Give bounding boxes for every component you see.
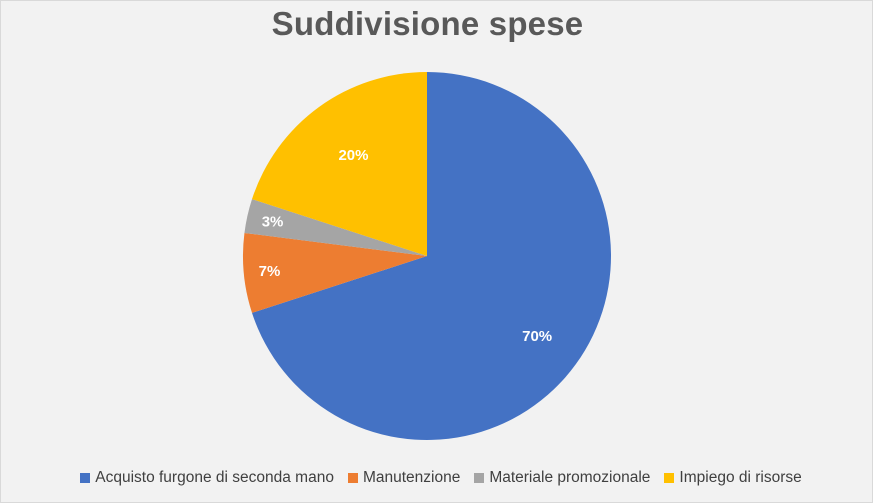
data-label: 3%	[262, 213, 284, 230]
data-label: 7%	[259, 263, 281, 280]
legend-item-acquisto: Acquisto furgone di seconda mano	[80, 469, 334, 487]
slice-acquisto	[252, 72, 612, 440]
legend-item-materiale: Materiale promozionale	[474, 469, 650, 487]
legend-label: Materiale promozionale	[489, 469, 651, 486]
legend-label: Manutenzione	[362, 469, 461, 486]
data-label: 70%	[522, 328, 552, 345]
legend-swatch	[664, 473, 675, 483]
legend-item-impiego: Impiego di risorse	[664, 469, 802, 487]
data-label: 20%	[338, 147, 368, 164]
slice-impiego	[252, 72, 427, 256]
legend-swatch	[80, 473, 91, 483]
legend-swatch	[347, 473, 358, 483]
chart-title: Suddivisione spese	[271, 5, 584, 42]
slice-manutenzione	[243, 232, 427, 313]
legend-label: Acquisto furgone di seconda mano	[95, 469, 334, 486]
legend-label: Impiego di risorse	[679, 469, 802, 486]
legend: Acquisto furgone di seconda mano Manuten…	[31, 469, 851, 487]
legend-swatch	[474, 473, 485, 483]
slice-materiale	[244, 199, 427, 256]
legend-item-manutenzione: Manutenzione	[347, 469, 461, 487]
